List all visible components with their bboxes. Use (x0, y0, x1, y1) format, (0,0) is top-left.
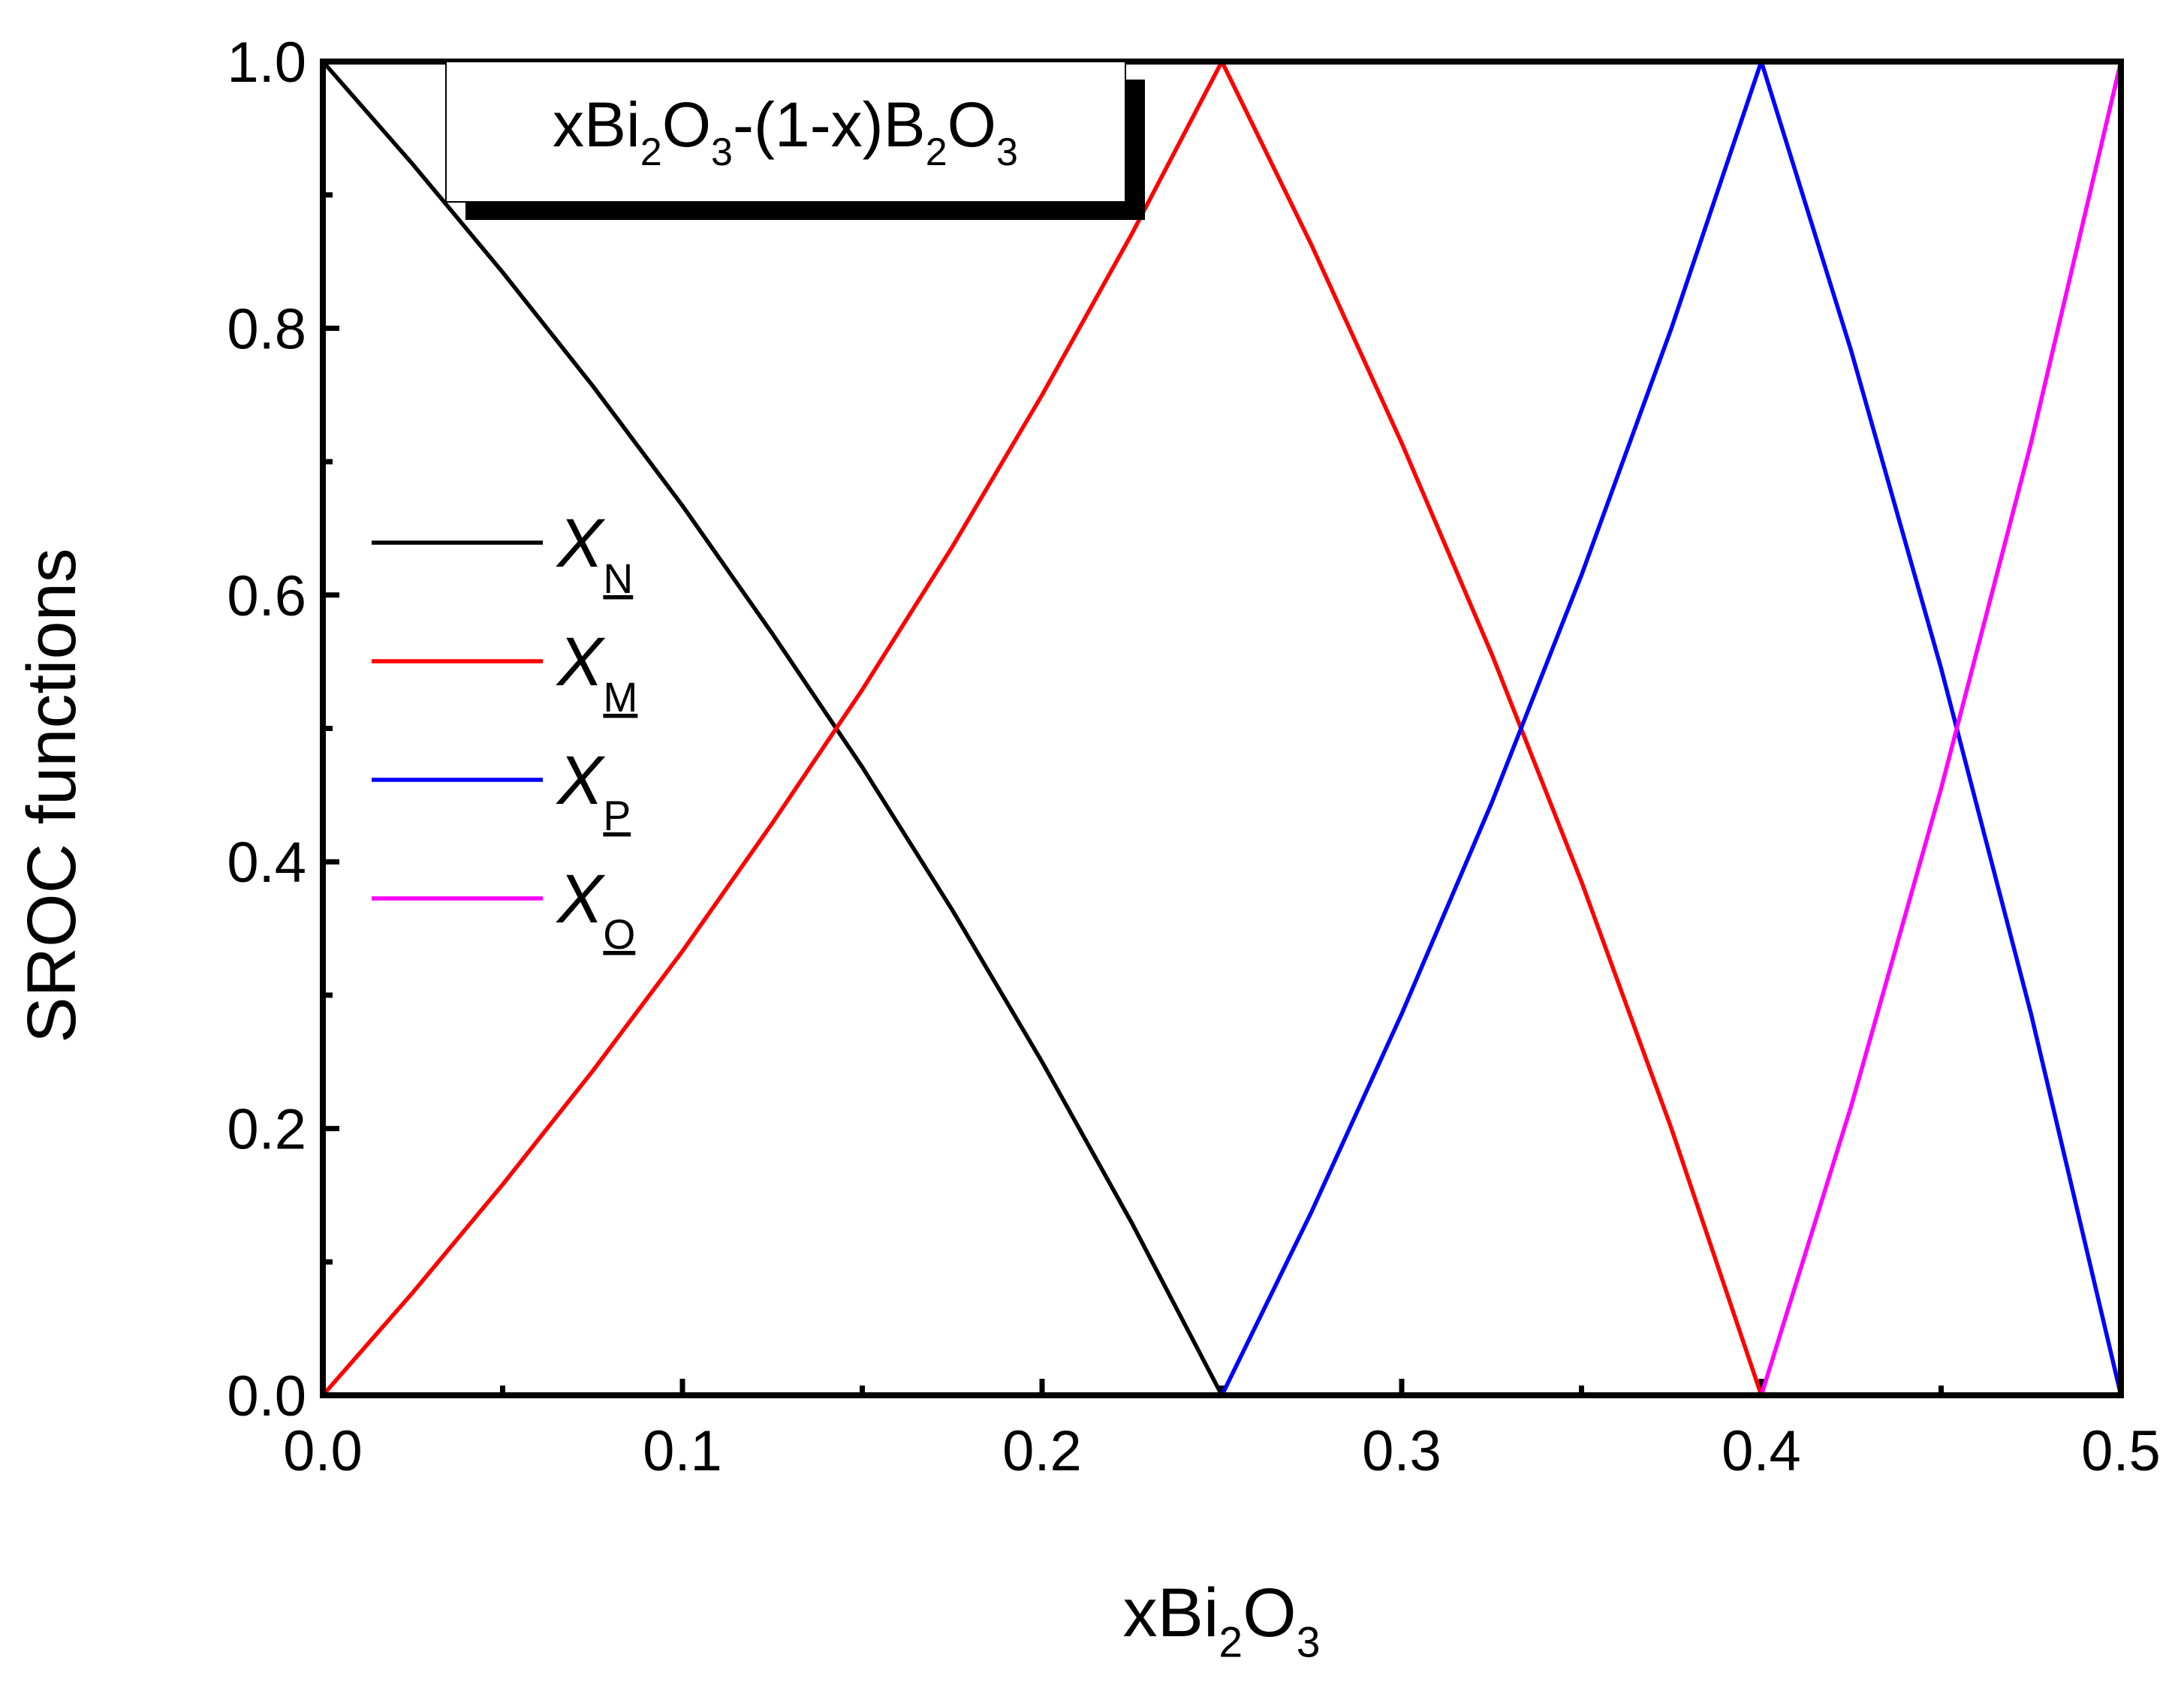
y-tick-label: 0.4 (227, 831, 306, 895)
y-tick-label: 0.2 (227, 1098, 306, 1162)
chart-title: xBi2O3-(1-x)B2O3 (553, 89, 1018, 174)
x-tick-label: 0.3 (1362, 1419, 1441, 1483)
x-tick-label: 0.0 (283, 1419, 363, 1483)
plot-frame (320, 59, 2124, 1398)
y-axis-title: SROC functions (14, 548, 90, 1043)
y-tick-label: 0.0 (227, 1365, 306, 1428)
series-line (321, 60, 1224, 1397)
x-tick-label: 0.1 (643, 1419, 722, 1483)
legend-label: XO (556, 861, 635, 958)
series-line (321, 59, 1764, 1397)
x-tick-label: 0.5 (2081, 1419, 2161, 1483)
x-tick-label: 0.2 (1002, 1419, 1082, 1483)
title-box (445, 61, 1126, 203)
y-tick-label: 0.8 (227, 297, 306, 361)
legend-label: XM (556, 624, 637, 721)
series-line (1220, 59, 2123, 1397)
x-axis-title: xBi2O3 (1123, 1575, 1321, 1667)
legend-label: XN (556, 505, 633, 602)
y-tick-label: 1.0 (227, 31, 306, 95)
x-tick-label: 0.4 (1722, 1419, 1801, 1483)
legend-label: XP (556, 742, 631, 839)
y-tick-label: 0.6 (227, 564, 306, 628)
series-line (1759, 61, 2123, 1396)
